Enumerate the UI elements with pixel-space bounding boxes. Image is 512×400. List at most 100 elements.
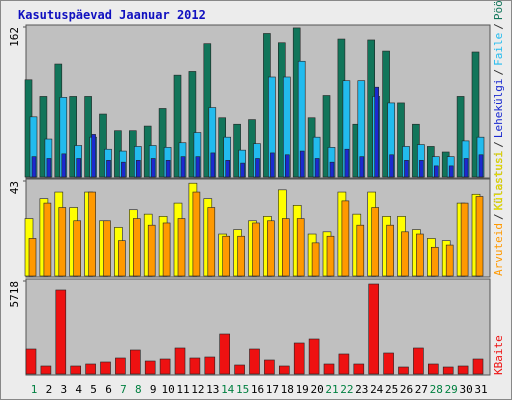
bar — [88, 191, 96, 277]
legend-separator: / — [492, 213, 505, 220]
bar — [314, 158, 320, 178]
bar — [299, 150, 305, 178]
x-tick-label: 5 — [90, 383, 97, 396]
bar — [338, 353, 350, 375]
bar — [115, 357, 126, 375]
legend-entry: Lehekülgi — [492, 79, 505, 139]
bar — [413, 347, 424, 375]
bar — [457, 365, 469, 375]
bar — [442, 366, 454, 375]
bar — [222, 235, 230, 277]
bar — [39, 96, 48, 178]
x-tick-label: 31 — [474, 383, 487, 396]
bar — [383, 352, 394, 375]
legend-separator: / — [492, 69, 505, 76]
bar — [419, 160, 424, 178]
bar — [234, 364, 245, 375]
bar — [267, 220, 275, 277]
legend-entry: Pöördumisi — [492, 0, 505, 20]
legend-entry: KBaite — [492, 335, 505, 375]
bar — [40, 365, 52, 375]
bar — [356, 224, 365, 277]
bar — [478, 154, 484, 178]
bar — [389, 154, 394, 178]
bar — [162, 222, 171, 277]
bar — [475, 196, 484, 277]
bar — [147, 224, 156, 277]
x-tick-label: 1 — [31, 383, 38, 396]
bar — [398, 366, 409, 375]
bar — [106, 160, 111, 178]
bar — [270, 152, 275, 178]
x-tick-label: 21 — [325, 383, 338, 396]
bar — [189, 357, 201, 375]
x-tick-label: 27 — [415, 383, 428, 396]
y-axis-max-label: 43 — [8, 181, 21, 194]
bar — [456, 96, 465, 178]
x-tick-label: 11 — [176, 383, 189, 396]
legend-separator: / — [492, 23, 505, 30]
x-tick-label: 14 — [221, 383, 235, 396]
bar — [326, 235, 335, 277]
bar — [341, 200, 350, 277]
bar — [28, 238, 37, 277]
x-tick-label: 2 — [46, 383, 53, 396]
legend-entry: Faile — [492, 33, 505, 66]
bar — [322, 95, 331, 178]
x-tick-label: 16 — [251, 383, 264, 396]
bar — [445, 244, 454, 277]
x-tick-label: 12 — [191, 383, 204, 396]
bar — [463, 158, 469, 178]
x-tick-label: 19 — [296, 383, 309, 396]
bar — [150, 158, 156, 178]
bar — [103, 220, 111, 277]
bar — [91, 134, 96, 178]
bar — [471, 51, 480, 178]
bar — [165, 160, 171, 178]
bar — [85, 363, 96, 375]
bar — [416, 233, 424, 277]
bar — [359, 156, 365, 178]
bar — [293, 342, 305, 375]
bar — [374, 86, 380, 178]
bar — [344, 148, 350, 178]
x-tick-label: 29 — [445, 383, 458, 396]
bar — [177, 218, 186, 277]
bar — [430, 246, 439, 277]
x-tick-label: 13 — [206, 383, 219, 396]
x-tick-label: 9 — [150, 383, 157, 396]
bar — [31, 156, 37, 178]
bar — [308, 338, 320, 375]
bar — [188, 71, 197, 178]
bar — [58, 207, 67, 277]
bar — [329, 161, 335, 178]
bar — [118, 240, 126, 277]
bar — [472, 358, 484, 375]
x-tick-label: 3 — [60, 383, 67, 396]
bar — [73, 220, 81, 277]
x-tick-label: 24 — [370, 383, 384, 396]
bar — [70, 365, 81, 375]
bar — [173, 74, 182, 178]
bar — [353, 363, 365, 375]
bar — [69, 96, 77, 178]
bar — [174, 347, 186, 375]
x-tick-label: 10 — [161, 383, 174, 396]
bar — [192, 191, 201, 277]
bar — [296, 218, 305, 277]
bar — [99, 113, 107, 178]
x-tick-label: 28 — [430, 383, 443, 396]
x-tick-label: 30 — [459, 383, 472, 396]
y-axis-max-label: 5718 — [8, 281, 21, 308]
bar — [46, 158, 52, 178]
x-tick-label: 22 — [340, 383, 353, 396]
bar — [204, 356, 216, 375]
bar — [255, 158, 260, 178]
bar — [210, 152, 216, 178]
bar — [323, 363, 335, 375]
x-tick-label: 4 — [75, 383, 82, 396]
bar — [404, 160, 409, 178]
bar — [121, 161, 126, 178]
bar — [158, 108, 167, 178]
